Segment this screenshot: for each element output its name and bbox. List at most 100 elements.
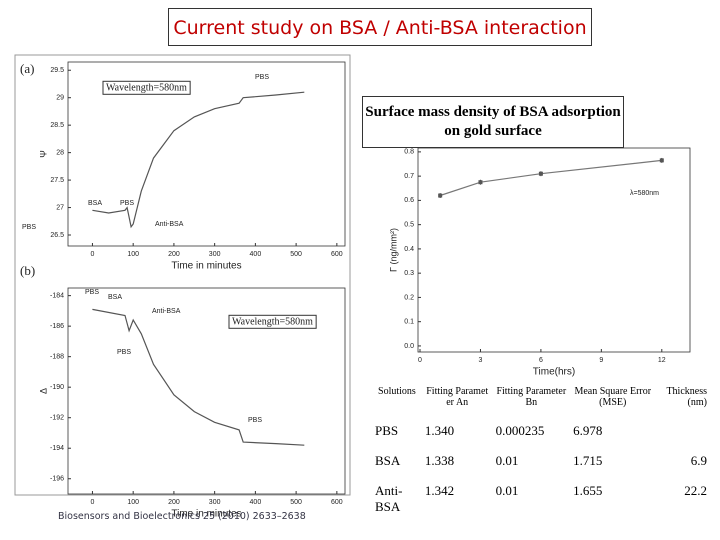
annotation: PBS xyxy=(117,349,131,356)
annotation: PBS xyxy=(248,417,262,424)
column-header: Solutions xyxy=(378,386,416,397)
y-tick-label: 0.7 xyxy=(404,173,414,180)
data-point xyxy=(659,158,664,163)
slide-title: Current study on BSA / Anti-BSA interact… xyxy=(168,8,592,46)
y-tick-label: 26.5 xyxy=(50,232,64,239)
panel-label: (b) xyxy=(20,263,35,278)
column-header: Fitting Parameter Bn xyxy=(496,386,567,408)
table-row: BSA 1.338 0.01 1.715 6.9 xyxy=(372,448,710,478)
x-tick-label: 200 xyxy=(168,251,180,258)
x-tick-label: 9 xyxy=(599,357,603,364)
y-tick-label: -188 xyxy=(50,354,64,361)
x-tick-label: 3 xyxy=(479,357,483,364)
annotation-box xyxy=(102,80,191,95)
y-tick-label: 0.1 xyxy=(404,319,414,326)
y-tick-label: -190 xyxy=(50,384,64,391)
annotation: PBS xyxy=(255,74,269,81)
chart-title: Surface mass density of BSA adsorption o… xyxy=(362,96,624,148)
x-tick-label: 600 xyxy=(331,251,343,258)
annotation: PBS xyxy=(120,200,134,207)
x-tick-label: 200 xyxy=(168,499,180,506)
y-tick-label: 0.2 xyxy=(404,294,414,301)
annotation: BSA xyxy=(108,294,122,301)
y-tick-label: 29 xyxy=(56,95,64,102)
table-cell: 1.715 xyxy=(573,453,603,468)
y-tick-label: 28.5 xyxy=(50,122,64,129)
y-tick-label: -194 xyxy=(50,445,64,452)
y-tick-label: -196 xyxy=(50,476,64,483)
annotation: Wavelength=580nm xyxy=(106,82,187,93)
y-axis-label: Γ (ng/mm²) xyxy=(388,228,398,272)
x-tick-label: 100 xyxy=(127,251,139,258)
column-header: Mean Square Error (MSE) xyxy=(574,386,652,408)
annotation: Anti-BSA xyxy=(155,221,184,228)
y-axis-label: Δ xyxy=(38,388,48,394)
table-cell: Anti-BSA xyxy=(375,483,403,514)
chart-frame xyxy=(362,148,698,370)
table-row: PBS 1.340 0.000235 6.978 xyxy=(372,418,710,448)
x-tick-label: 300 xyxy=(209,251,221,258)
column-header: Thickness (nm) xyxy=(666,386,707,408)
y-tick-label: 27.5 xyxy=(50,177,64,184)
table-cell: 1.655 xyxy=(573,483,603,498)
x-tick-label: 500 xyxy=(290,499,302,506)
data-line xyxy=(440,159,662,197)
annotation: Wavelength=580nm xyxy=(232,316,313,327)
x-tick-label: 100 xyxy=(127,499,139,506)
y-axis-label: Ψ xyxy=(38,150,48,158)
x-axis-label: Time in minutes xyxy=(171,509,241,520)
y-tick-label: 28 xyxy=(56,149,64,156)
table-cell: 0.01 xyxy=(495,453,519,468)
x-tick-label: 400 xyxy=(250,499,262,506)
annotation-box xyxy=(228,314,317,329)
y-tick-label: -186 xyxy=(50,323,64,330)
table-cell: 6.978 xyxy=(573,423,603,438)
x-tick-label: 300 xyxy=(209,499,221,506)
y-tick-label: -184 xyxy=(50,292,64,299)
y-tick-label: 0.3 xyxy=(404,270,414,277)
y-tick-label: 0.4 xyxy=(404,246,414,253)
y-tick-label: 0.0 xyxy=(404,343,414,350)
y-tick-label: 0.5 xyxy=(404,221,414,228)
results-table: Solutions Fitting Parameter An Fitting Par… xyxy=(372,384,710,524)
x-tick-label: 0 xyxy=(418,357,422,364)
column-header: Fitting Parameter An xyxy=(426,386,489,408)
table-cell: PBS xyxy=(375,423,399,438)
y-tick-label: 29.5 xyxy=(50,67,64,74)
data-point xyxy=(438,193,443,198)
citation: Biosensors and Bioelectronics 25 (2010) … xyxy=(58,511,306,522)
annotation: PBS xyxy=(22,224,36,231)
x-axis-label: Time in minutes xyxy=(171,261,241,272)
data-line xyxy=(92,308,305,446)
x-tick-label: 0 xyxy=(90,499,94,506)
data-line xyxy=(92,91,305,229)
table-row: Anti-BSA 1.342 0.01 1.655 22.2 xyxy=(372,478,710,524)
x-tick-label: 500 xyxy=(290,251,302,258)
x-axis-label: Time(hrs) xyxy=(533,367,575,378)
data-point xyxy=(538,171,543,176)
panel-label: (a) xyxy=(20,61,34,76)
figure-frame xyxy=(14,54,351,496)
table-cell: 1.342 xyxy=(424,483,455,498)
annotation: λ=580nm xyxy=(630,190,659,197)
annotation: PBS xyxy=(85,289,99,296)
annotation: BSA xyxy=(88,200,102,207)
table-cell: 0.000235 xyxy=(495,423,545,438)
table-cell: 1.340 xyxy=(424,423,455,438)
x-tick-label: 600 xyxy=(331,499,343,506)
table-cell: 0.01 xyxy=(495,483,519,498)
x-tick-label: 6 xyxy=(539,357,543,364)
y-tick-label: -192 xyxy=(50,415,64,422)
table-cell xyxy=(655,418,710,448)
y-tick-label: 27 xyxy=(56,204,64,211)
y-tick-label: 0.8 xyxy=(404,149,414,156)
plot-frame xyxy=(67,61,346,247)
x-tick-label: 400 xyxy=(250,251,262,258)
y-tick-label: 0.6 xyxy=(404,197,414,204)
plot-frame xyxy=(417,147,691,353)
data-point xyxy=(478,180,483,185)
table-cell: BSA xyxy=(375,453,401,468)
x-tick-label: 0 xyxy=(90,251,94,258)
